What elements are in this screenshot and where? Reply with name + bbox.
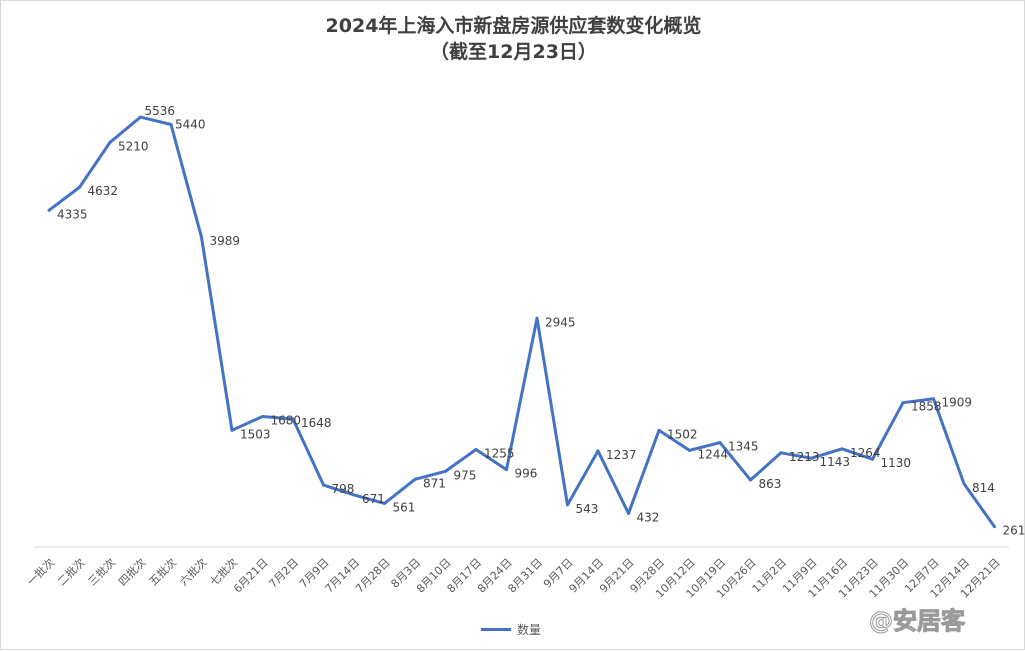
data-label: 1345 xyxy=(728,440,759,454)
data-label: 5210 xyxy=(118,139,149,153)
data-point xyxy=(231,429,234,432)
data-label: 1213 xyxy=(789,450,820,464)
data-point xyxy=(200,236,203,239)
data-label: 1244 xyxy=(698,447,729,461)
x-tick-label: 四批次 xyxy=(115,555,148,588)
data-point xyxy=(627,512,630,515)
data-label: 1143 xyxy=(820,455,851,469)
data-label: 1237 xyxy=(606,448,637,462)
data-label: 1502 xyxy=(667,427,698,441)
data-point xyxy=(658,429,661,432)
data-point xyxy=(170,123,173,126)
data-point xyxy=(993,525,996,528)
data-label: 1858 xyxy=(911,400,942,414)
data-point xyxy=(322,484,325,487)
data-point xyxy=(902,401,905,404)
x-tick-label: 六批次 xyxy=(176,555,209,588)
data-point xyxy=(597,449,600,452)
legend-swatch xyxy=(481,628,511,631)
data-label: 432 xyxy=(637,510,660,524)
data-point xyxy=(932,397,935,400)
legend-label: 数量 xyxy=(517,621,541,638)
data-label: 1648 xyxy=(301,416,332,430)
data-point xyxy=(810,457,813,460)
data-label: 1130 xyxy=(881,456,912,470)
data-point xyxy=(780,451,783,454)
data-label: 261 xyxy=(1003,524,1025,538)
data-label: 1264 xyxy=(850,446,881,460)
data-point xyxy=(383,502,386,505)
data-point xyxy=(109,141,112,144)
data-label: 871 xyxy=(423,476,446,490)
x-tick-label: 8月31日 xyxy=(506,556,546,596)
series-line xyxy=(49,117,995,527)
data-point xyxy=(261,415,264,418)
data-point xyxy=(475,448,478,451)
data-label: 1255 xyxy=(484,447,515,461)
data-point xyxy=(688,449,691,452)
data-point xyxy=(749,478,752,481)
data-point xyxy=(78,186,81,189)
x-tick-label: 7月2日 xyxy=(266,556,301,591)
data-label: 1680 xyxy=(271,414,302,428)
data-label: 798 xyxy=(332,482,355,496)
watermark: @安居客 xyxy=(869,601,965,636)
data-point xyxy=(871,458,874,461)
data-label: 863 xyxy=(759,477,782,491)
data-point xyxy=(536,317,539,320)
data-point xyxy=(444,470,447,473)
data-label: 4335 xyxy=(57,207,88,221)
data-point xyxy=(505,468,508,471)
data-label: 543 xyxy=(576,502,599,516)
data-label: 975 xyxy=(454,468,477,482)
data-label: 671 xyxy=(362,492,385,506)
x-tick-label: 三批次 xyxy=(85,555,118,588)
data-label: 2945 xyxy=(545,315,576,329)
x-tick-label: 6月21日 xyxy=(231,556,271,596)
data-point xyxy=(841,447,844,450)
data-label: 814 xyxy=(972,481,995,495)
data-label: 561 xyxy=(393,500,416,514)
x-tick-label: 一批次 xyxy=(24,555,57,588)
data-label: 5536 xyxy=(145,104,176,118)
legend: 数量 xyxy=(481,621,541,638)
x-tick-label: 五批次 xyxy=(146,555,179,588)
data-label: 996 xyxy=(515,467,538,481)
data-point xyxy=(48,209,51,212)
x-tick-label: 7月28日 xyxy=(353,556,393,596)
data-point xyxy=(963,482,966,485)
data-label: 5440 xyxy=(175,117,206,131)
data-point xyxy=(139,116,142,119)
data-label: 1909 xyxy=(942,396,973,410)
data-point xyxy=(292,418,295,421)
data-point xyxy=(566,503,569,506)
data-label: 1503 xyxy=(240,427,271,441)
data-label: 3989 xyxy=(210,234,241,248)
data-point xyxy=(414,478,417,481)
data-label: 4632 xyxy=(88,184,119,198)
data-point xyxy=(353,493,356,496)
data-point xyxy=(719,441,722,444)
x-tick-label: 二批次 xyxy=(54,555,87,588)
